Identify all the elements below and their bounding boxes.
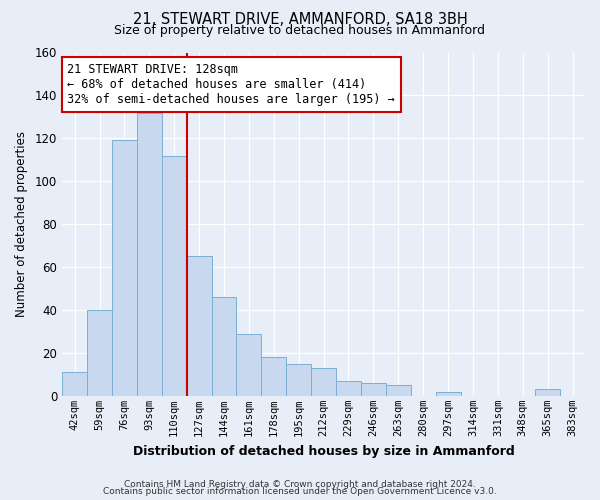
Bar bbox=[162, 156, 187, 396]
Text: 21, STEWART DRIVE, AMMANFORD, SA18 3BH: 21, STEWART DRIVE, AMMANFORD, SA18 3BH bbox=[133, 12, 467, 28]
Bar bbox=[212, 297, 236, 396]
Text: 21 STEWART DRIVE: 128sqm
← 68% of detached houses are smaller (414)
32% of semi-: 21 STEWART DRIVE: 128sqm ← 68% of detach… bbox=[67, 63, 395, 106]
Bar bbox=[436, 392, 461, 396]
Y-axis label: Number of detached properties: Number of detached properties bbox=[15, 131, 28, 317]
X-axis label: Distribution of detached houses by size in Ammanford: Distribution of detached houses by size … bbox=[133, 444, 514, 458]
Bar bbox=[336, 381, 361, 396]
Bar bbox=[187, 256, 212, 396]
Text: Contains public sector information licensed under the Open Government Licence v3: Contains public sector information licen… bbox=[103, 487, 497, 496]
Bar bbox=[262, 358, 286, 396]
Bar bbox=[535, 390, 560, 396]
Bar bbox=[137, 112, 162, 396]
Bar bbox=[62, 372, 87, 396]
Bar bbox=[236, 334, 262, 396]
Bar bbox=[386, 385, 411, 396]
Bar bbox=[87, 310, 112, 396]
Bar bbox=[361, 383, 386, 396]
Text: Contains HM Land Registry data © Crown copyright and database right 2024.: Contains HM Land Registry data © Crown c… bbox=[124, 480, 476, 489]
Bar bbox=[311, 368, 336, 396]
Bar bbox=[112, 140, 137, 396]
Text: Size of property relative to detached houses in Ammanford: Size of property relative to detached ho… bbox=[115, 24, 485, 37]
Bar bbox=[286, 364, 311, 396]
